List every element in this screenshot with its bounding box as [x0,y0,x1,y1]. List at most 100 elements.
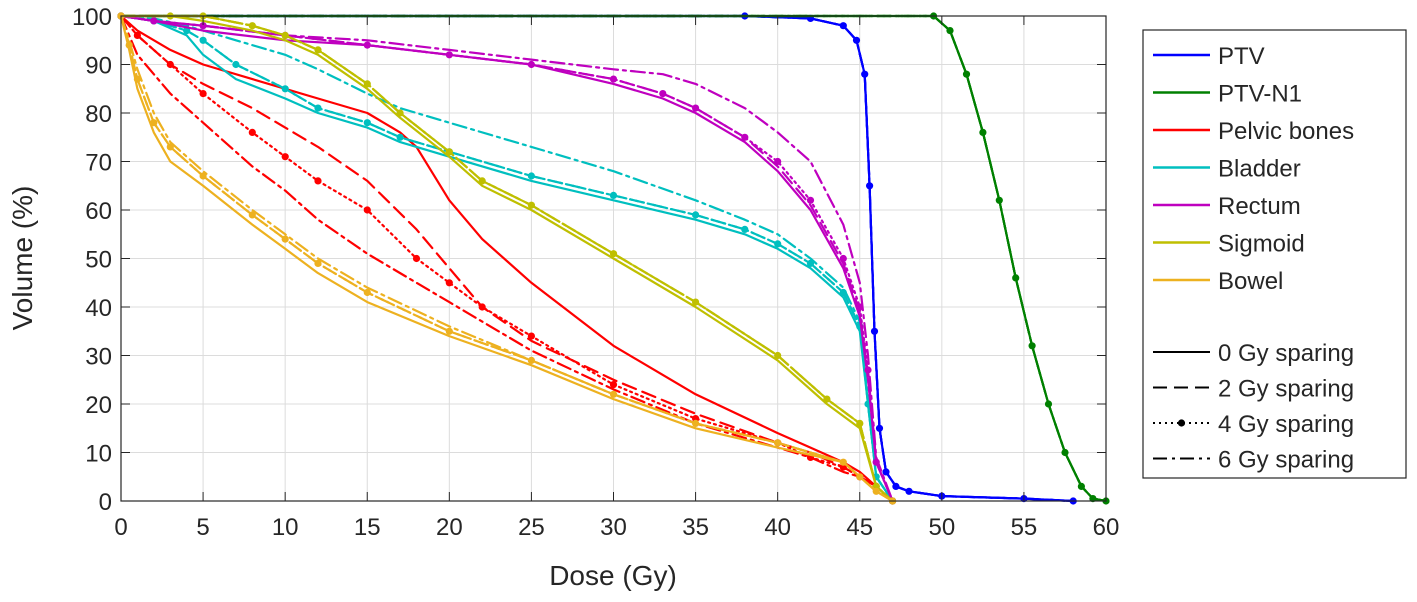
data-point-rectum [609,75,618,83]
x-tick-label: 35 [682,514,709,541]
data-point-pelvic-bones [199,90,207,98]
data-point-rectum [741,133,749,141]
data-point-bladder [232,60,240,69]
legend-label-ptv-n1: PTV-N1 [1218,81,1302,108]
y-tick-label: 100 [72,4,112,31]
data-point-ptv [866,182,874,190]
x-tick-label: 15 [354,514,381,541]
series-line-rectum-4-gy-sparing [119,14,894,503]
data-point-bowel [199,172,207,180]
data-point-sigmoid [856,419,864,427]
data-point-rectum [806,196,815,204]
series-line-pelvic-bones-6-gy-sparing [119,14,894,503]
y-tick-label: 30 [85,344,112,371]
legend-label-0-gy-sparing: 0 Gy sparing [1218,340,1354,367]
series-line-pelvic-bones-2-gy-sparing [119,14,894,503]
data-point-rectum [864,366,872,374]
data-point-bladder [199,36,207,44]
data-point-pelvic-bones [166,60,174,69]
x-tick-label: 40 [764,514,791,541]
data-point-pelvic-bones [248,128,256,136]
data-point-bowel [281,235,289,243]
series-line-bowel-6-gy-sparing [119,14,894,503]
data-point-rectum [839,254,847,263]
data-point-bladder [396,133,404,141]
x-tick-label: 25 [518,514,545,541]
data-point-bladder [692,211,700,219]
data-point-bladder [314,104,322,112]
x-tick-label: 60 [1093,514,1120,541]
series-layer [117,12,1110,505]
series-line-ptv-6-gy-sparing [119,14,1075,503]
x-axis-label: Dose (Gy) [549,560,677,591]
x-tick-label: 30 [600,514,627,541]
data-point-ptv-n1 [979,128,987,136]
data-point-pelvic-bones [412,254,421,263]
y-tick-label: 50 [85,247,112,274]
data-point-ptv [882,468,890,476]
series-line-bladder-0-gy-sparing [119,14,894,503]
data-point-bowel [314,259,322,267]
data-point-rectum [445,51,453,59]
data-point-bladder [741,225,749,233]
x-tick-label: 10 [272,514,299,541]
data-point-bowel [445,327,453,335]
data-point-bladder [281,85,289,93]
x-tick-label: 55 [1011,514,1038,541]
data-point-pelvic-bones [527,332,536,340]
legend-label-6-gy-sparing: 6 Gy sparing [1218,447,1354,474]
legend-box [1142,29,1407,479]
data-point-pelvic-bones [281,153,289,161]
data-point-bladder [774,240,782,248]
y-tick-label: 0 [99,489,112,516]
legend: PTV PTV-N1 Pelvic bones Bladder Rectum Sigmoi… [1142,29,1407,479]
series-line-sigmoid-6-gy-sparing [119,14,894,503]
series-line-bladder-6-gy-sparing [119,14,894,503]
legend-label-sigmoid: Sigmoid [1218,231,1305,258]
data-point-bowel [363,288,371,297]
series-line-pelvic-bones-0-gy-sparing [119,14,894,503]
data-point-sigmoid [248,22,256,30]
data-point-bladder [806,259,815,267]
y-axis-label: Volume (%) [7,186,38,331]
legend-label-2-gy-sparing: 2 Gy sparing [1218,376,1354,403]
y-tick-label: 90 [85,53,112,80]
data-point-bladder [363,119,371,127]
data-point-bladder [527,172,536,180]
y-tick-label: 40 [85,295,112,322]
data-point-pelvic-bones [445,279,453,287]
legend-marker [1177,419,1186,427]
data-point-bowel [150,119,158,127]
series-line-ptv-n1-6-gy-sparing [119,14,1108,503]
x-tick-label: 50 [928,514,955,541]
series-line-pelvic-bones-4-gy-sparing [119,14,894,503]
data-point-ptv [875,424,884,432]
legend-label-ptv: PTV [1218,43,1265,70]
data-point-bowel [248,211,256,219]
data-point-rectum [659,90,667,98]
data-point-pelvic-bones [363,206,371,214]
y-tick-label: 60 [85,198,112,225]
legend-label-4-gy-sparing: 4 Gy sparing [1218,411,1354,438]
grid [120,15,1107,502]
y-tick-label: 10 [85,441,112,468]
y-tick-label: 20 [85,392,112,419]
y-tick-label: 70 [85,150,112,177]
series-line-sigmoid-0-gy-sparing [119,14,894,503]
data-point-pelvic-bones [314,177,322,185]
series-line-rectum-6-gy-sparing [119,14,894,503]
data-point-pelvic-bones [478,303,486,311]
data-point-rectum [774,157,782,166]
data-point-ptv-n1 [962,70,971,78]
x-tick-label: 0 [114,514,127,541]
legend-label-bladder: Bladder [1218,156,1301,183]
x-tick-label: 5 [196,514,209,541]
legend-label-rectum: Rectum [1218,193,1301,220]
data-point-rectum [363,41,371,49]
data-point-bladder [609,191,618,199]
x-tick-label: 45 [846,514,873,541]
axis-ticks: 0 5 10 15 20 25 30 35 40 45 50 55 60 0 10 20 30 40 50 60 70 8… [72,4,1119,541]
data-point-bowel [133,75,141,83]
y-tick-label: 80 [85,101,112,128]
